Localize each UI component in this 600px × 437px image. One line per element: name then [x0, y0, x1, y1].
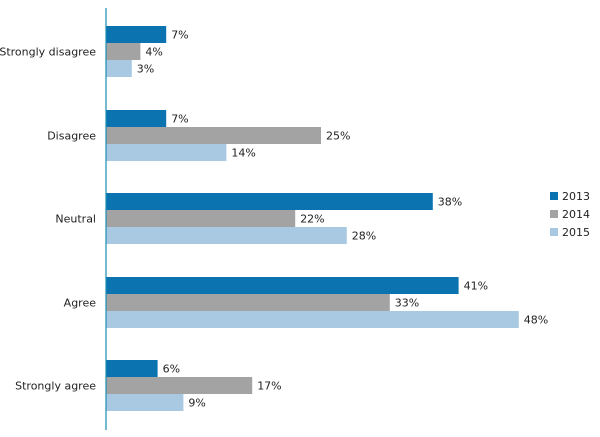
bar-2015-2	[106, 227, 347, 244]
category-label: Strongly agree	[15, 380, 96, 393]
bar-2014-0	[106, 43, 141, 60]
category-label: Strongly disagree	[0, 46, 96, 59]
bar-2014-1	[106, 127, 321, 144]
bar-2014-4	[106, 377, 253, 394]
bar-2013-2	[106, 193, 433, 210]
data-label: 6%	[163, 363, 180, 376]
bar-2013-1	[106, 110, 167, 127]
legend-label: 2015	[562, 226, 590, 239]
data-label: 41%	[464, 280, 488, 293]
data-label: 3%	[137, 63, 154, 76]
data-label: 7%	[171, 113, 188, 126]
bar-2013-0	[106, 26, 167, 43]
data-label: 14%	[231, 147, 255, 160]
value-labels-layer: 7% 4% 3% 7% 25% 14% 38% 22% 28% 41% 33% 48% 6% 17% 9%	[137, 29, 548, 410]
data-label: 17%	[257, 380, 281, 393]
bar-2014-3	[106, 294, 390, 311]
bar-2013-4	[106, 360, 158, 377]
bar-2015-1	[106, 144, 227, 161]
data-label: 48%	[524, 314, 548, 327]
bar-2015-0	[106, 60, 132, 77]
data-label: 7%	[171, 29, 188, 42]
legend-label: 2013	[562, 190, 590, 203]
data-label: 9%	[188, 397, 205, 410]
data-label: 22%	[300, 213, 324, 226]
category-label: Agree	[64, 297, 97, 310]
data-label: 25%	[326, 130, 350, 143]
bar-2015-4	[106, 394, 184, 411]
data-label: 38%	[438, 196, 462, 209]
legend-swatch	[550, 228, 558, 236]
category-label: Disagree	[47, 130, 96, 143]
category-label: Neutral	[55, 213, 96, 226]
bar-2014-2	[106, 210, 296, 227]
bar-2015-3	[106, 311, 519, 328]
bar-2013-3	[106, 277, 459, 294]
category-labels-layer: Strongly disagree Disagree Neutral Agree Str…	[0, 46, 96, 393]
legend-label: 2014	[562, 208, 590, 221]
data-label: 4%	[145, 46, 162, 59]
legend-swatch	[550, 192, 558, 200]
data-label: 28%	[352, 230, 376, 243]
bars-layer	[106, 26, 519, 411]
legend: 2013 2014 2015	[550, 190, 590, 239]
legend-swatch	[550, 210, 558, 218]
data-label: 33%	[395, 297, 419, 310]
